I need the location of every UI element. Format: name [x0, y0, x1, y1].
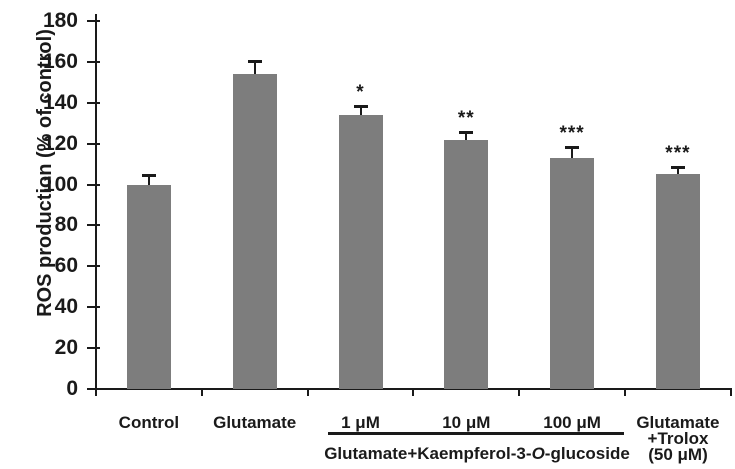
x-tick [200, 389, 203, 396]
error-bar-stem [147, 176, 150, 185]
y-tick [87, 388, 100, 390]
error-bar-cap [459, 131, 474, 135]
x-category-label: 10 μM [442, 413, 491, 432]
error-bar-cap [670, 166, 685, 170]
significance-marker: ** [457, 108, 475, 130]
error-bar-stem [465, 133, 468, 140]
error-bar-stem [359, 106, 362, 116]
kaempferol-group-underline [328, 432, 624, 435]
y-tick-label: 80 [54, 213, 78, 237]
significance-marker: * [356, 81, 365, 103]
y-tick [87, 265, 100, 268]
x-tick [729, 389, 732, 396]
x-tick [518, 389, 521, 396]
x-tick [412, 389, 415, 396]
trolox-label-line3: (50 μM) [648, 445, 708, 464]
x-tick [306, 389, 309, 396]
kaempferol-group-label-o: O [531, 444, 545, 463]
y-tick-label: 120 [42, 131, 78, 155]
y-tick-label: 160 [42, 49, 78, 73]
error-bar-cap [247, 59, 262, 63]
y-axis-line [95, 14, 97, 396]
y-tick [87, 306, 100, 309]
bar [550, 157, 595, 389]
bar [655, 174, 700, 389]
error-bar-cap [565, 145, 580, 149]
x-tick [624, 389, 626, 396]
bar [126, 184, 171, 389]
bar [444, 139, 489, 389]
x-category-label: 1 μM [341, 413, 380, 432]
kaempferol-group-label-suffix: -glucoside [544, 444, 630, 463]
error-bar-stem [253, 61, 256, 75]
significance-marker: *** [559, 122, 585, 144]
y-tick [87, 20, 100, 22]
y-tick-label: 180 [42, 9, 78, 32]
y-tick [87, 183, 100, 186]
trolox-label-line2: +Trolox [647, 429, 709, 448]
y-tick [87, 224, 100, 227]
bar [232, 74, 277, 389]
significance-marker: *** [665, 143, 691, 165]
kaempferol-group-label: Glutamate+Kaempferol-3-O-glucoside [316, 445, 638, 463]
y-tick-label: 100 [42, 172, 78, 196]
x-category-label: Glutamate [636, 413, 720, 432]
y-tick-label: 0 [66, 377, 78, 400]
y-tick [87, 101, 100, 104]
bar [338, 115, 383, 389]
error-bar-cap [141, 174, 156, 178]
y-tick-label: 20 [54, 336, 78, 360]
error-bar-stem [571, 147, 574, 158]
x-category-label: 100 μM [543, 413, 601, 432]
y-tick-label: 60 [54, 254, 78, 278]
x-category-label: Glutamate [213, 413, 297, 432]
y-tick [87, 142, 100, 145]
y-tick-label: 40 [54, 295, 78, 319]
kaempferol-group-label-prefix: Glutamate+Kaempferol-3- [324, 444, 532, 463]
error-bar-stem [676, 168, 679, 175]
x-category-label: Control [118, 413, 180, 432]
y-tick [87, 347, 100, 350]
y-tick [87, 60, 100, 63]
error-bar-cap [353, 104, 368, 108]
y-tick-label: 140 [42, 90, 78, 114]
